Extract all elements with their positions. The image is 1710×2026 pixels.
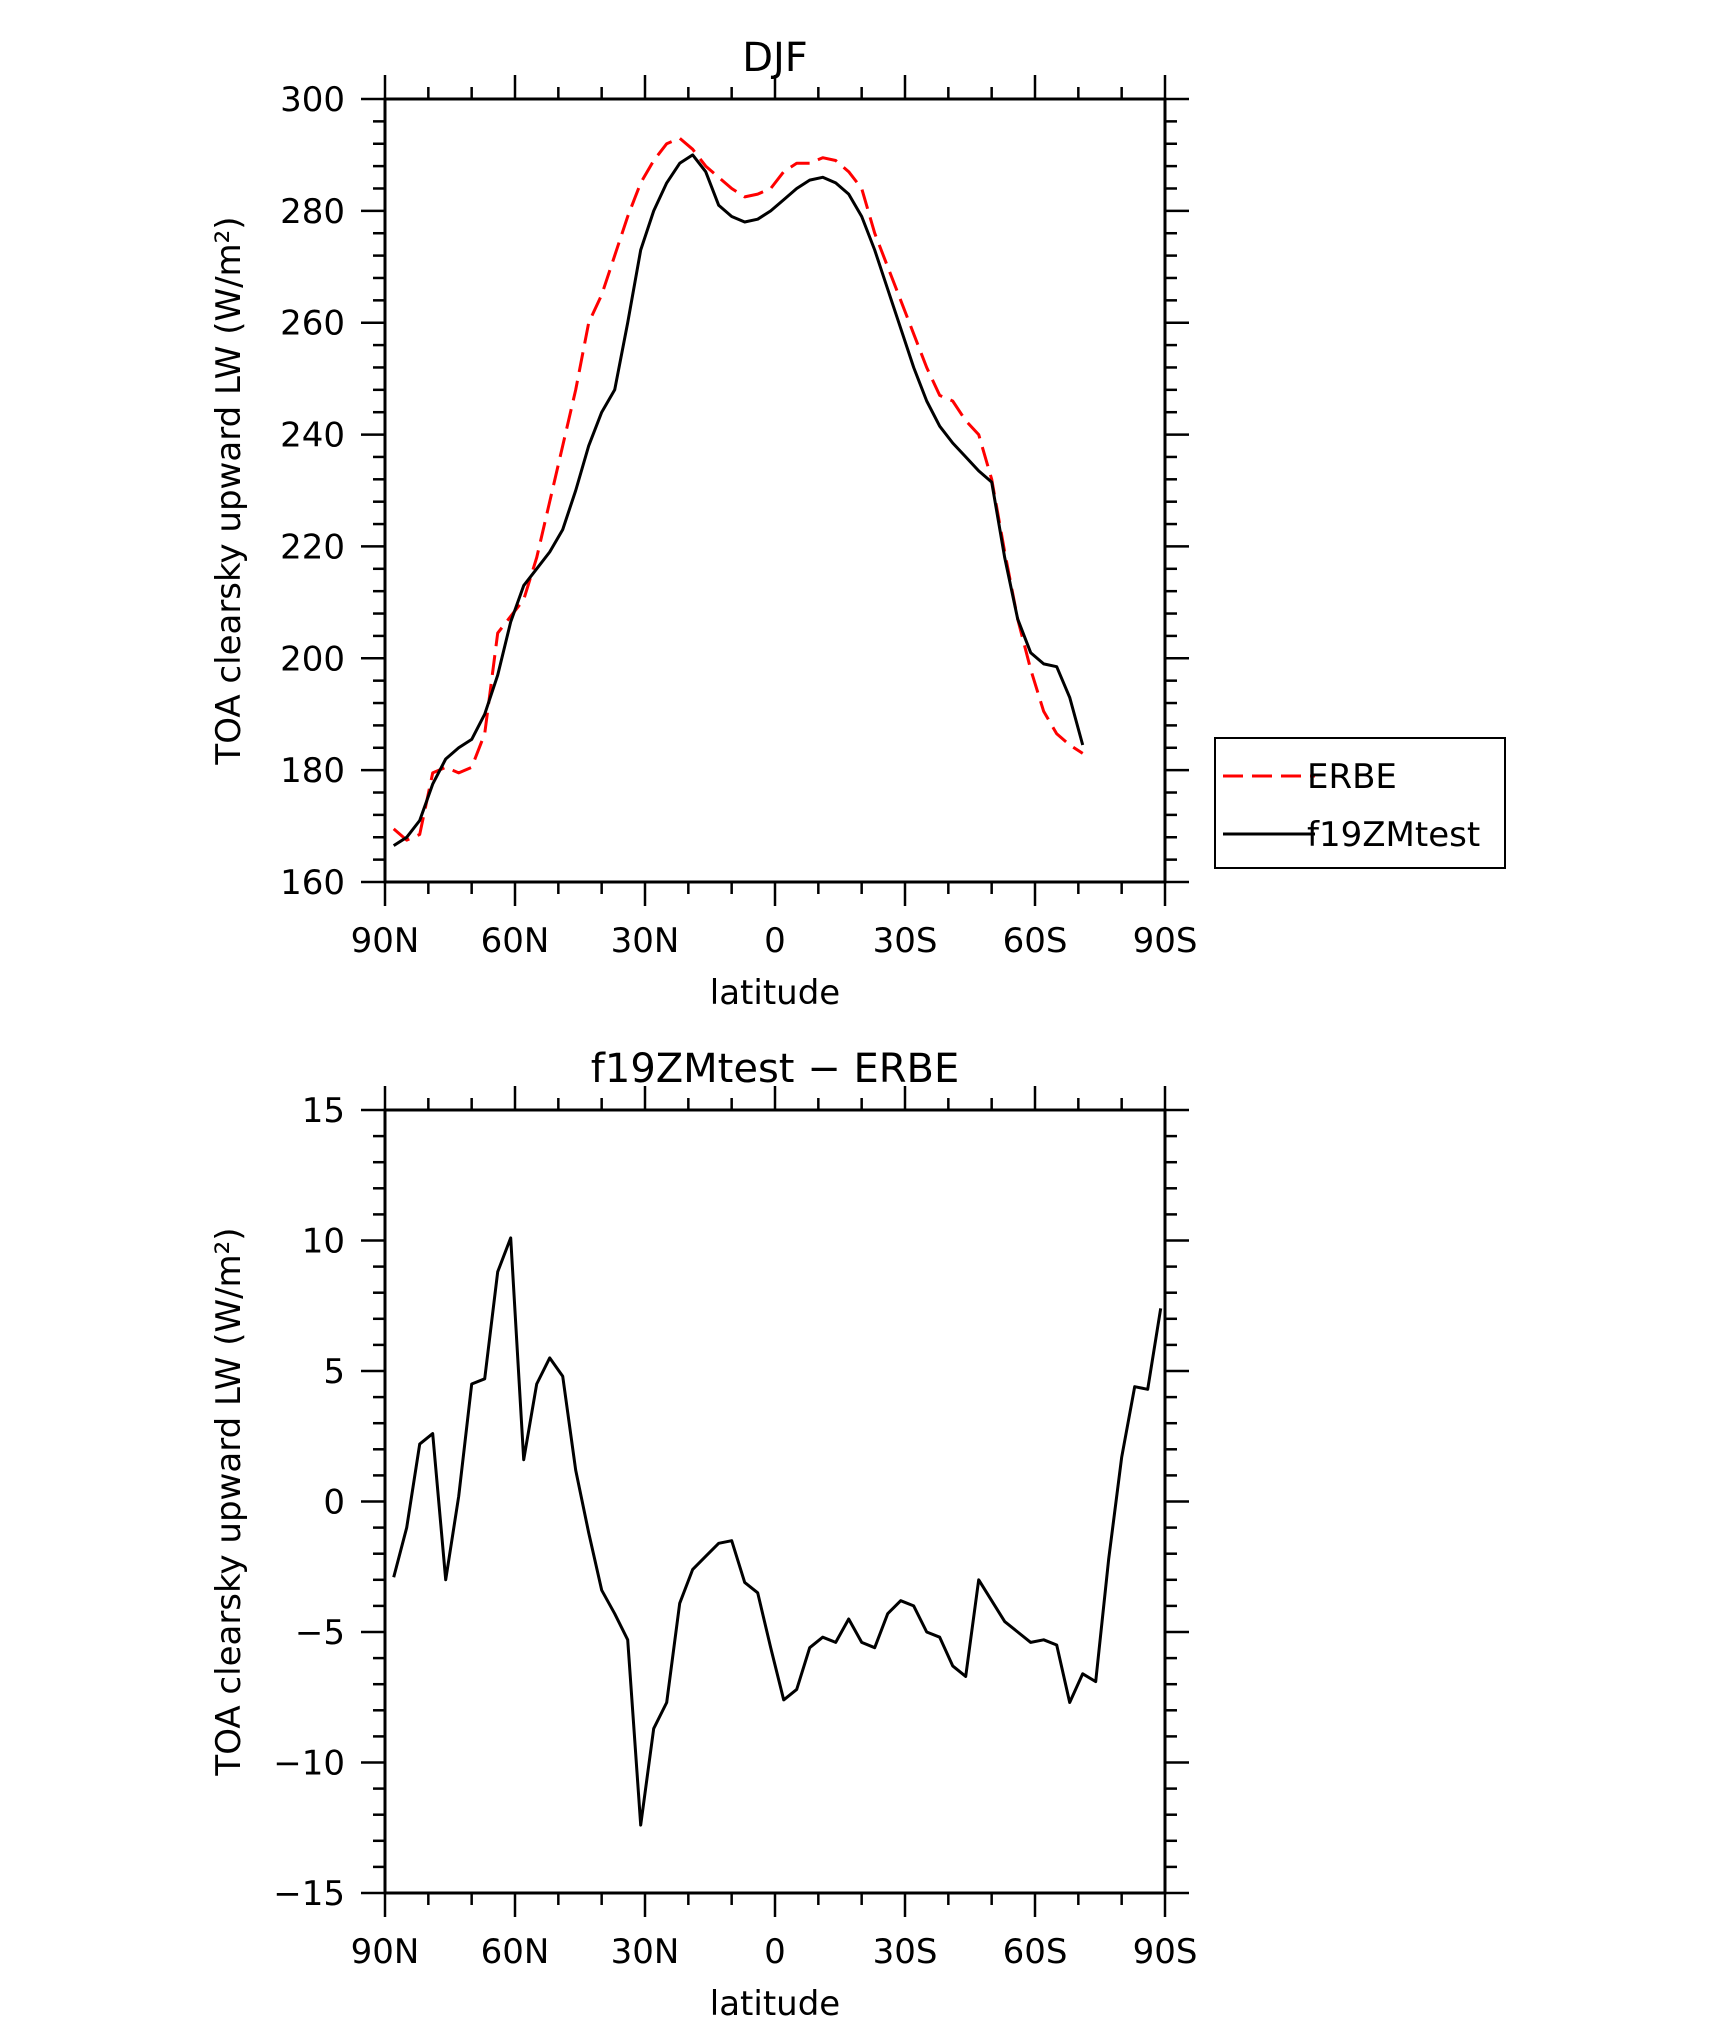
y-tick-label: 200 <box>280 639 345 679</box>
y-tick-label: 260 <box>280 304 345 344</box>
chart-title: DJF <box>742 35 808 81</box>
y-tick-label: 15 <box>302 1091 345 1131</box>
x-tick-label: 30S <box>873 921 938 961</box>
y-tick-label: 280 <box>280 192 345 232</box>
series-line-difference <box>392 1236 1163 1827</box>
x-tick-label: 60S <box>1003 921 1068 961</box>
y-tick-label: 180 <box>280 751 345 791</box>
y-tick-label: 240 <box>280 416 345 456</box>
y-tick-label: 160 <box>280 863 345 903</box>
y-tick-label: 300 <box>280 80 345 120</box>
x-tick-label: 90N <box>351 921 420 961</box>
legend: ERBE f19ZMtest <box>1214 737 1506 869</box>
y-tick-label: 5 <box>323 1352 345 1392</box>
y-tick-label: 220 <box>280 527 345 567</box>
y-tick-label: −15 <box>273 1874 345 1914</box>
x-tick-label: 90S <box>1133 921 1198 961</box>
x-tick-label: 30S <box>873 1932 938 1972</box>
plot-frame <box>383 1108 1167 1895</box>
y-axis-label: TOA clearsky upward LW (W/m²) <box>209 1227 249 1776</box>
y-tick-label: 0 <box>323 1483 345 1523</box>
y-tick-label: −10 <box>273 1744 345 1784</box>
chart-title: f19ZMtest − ERBE <box>591 1046 959 1092</box>
y-tick-label: 10 <box>302 1222 345 1262</box>
x-tick-label: 90S <box>1133 1932 1198 1972</box>
x-tick-label: 60N <box>481 921 550 961</box>
y-axis-label: TOA clearsky upward LW (W/m²) <box>209 216 249 765</box>
x-tick-label: 60N <box>481 1932 550 1972</box>
x-tick-label: 90N <box>351 1932 420 1972</box>
series-line-f19zmtest <box>392 153 1085 847</box>
chart-panel-1: DJF 160 180 200 220 240 260 280 300 90N 60N 30N 0 30S… <box>209 35 1506 1013</box>
x-tick-label: 60S <box>1003 1932 1068 1972</box>
y-tick-label: −5 <box>295 1613 345 1653</box>
legend-label-erbe: ERBE <box>1307 757 1397 797</box>
plot-frame <box>383 97 1167 884</box>
x-tick-label: 0 <box>764 1932 786 1972</box>
x-axis-label: latitude <box>710 1984 840 2021</box>
chart-panel-2: f19ZMtest − ERBE −15 −10 −5 0 5 10 15 90N 60N 30N 0… <box>209 1046 1198 2024</box>
x-tick-label: 0 <box>764 921 786 961</box>
legend-box <box>1214 737 1506 869</box>
legend-label-f19zmtest: f19ZMtest <box>1307 815 1480 855</box>
x-tick-label: 30N <box>611 1932 680 1972</box>
x-tick-label: 30N <box>611 921 680 961</box>
x-axis-label: latitude <box>710 973 840 1013</box>
series-line-erbe <box>392 136 1084 842</box>
